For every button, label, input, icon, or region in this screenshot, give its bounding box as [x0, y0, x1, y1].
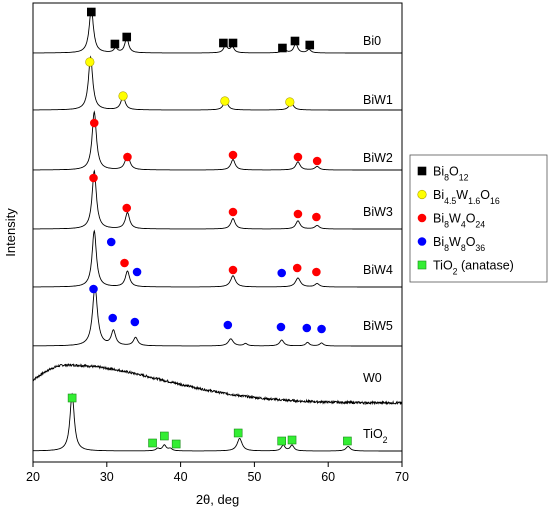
pattern-line-tio2 [33, 392, 402, 452]
phase-marker [277, 268, 287, 278]
phase-marker [160, 431, 169, 441]
series-label: Bi0 [363, 34, 381, 48]
phase-marker [292, 263, 302, 273]
pattern-line-biw2 [33, 110, 402, 171]
pattern-line-bi0 [33, 7, 402, 54]
phase-marker [223, 320, 233, 330]
phase-marker [343, 436, 352, 446]
x-axis-label: 2θ, deg [196, 492, 239, 507]
series-biw4: BiW4 [33, 229, 402, 288]
phase-marker [122, 203, 132, 213]
y-axis-label: Intensity [3, 208, 18, 257]
series-tio2: TiO2 [33, 392, 402, 452]
phase-marker [89, 118, 99, 128]
pattern-line-w0 [32, 363, 403, 406]
phase-marker [285, 97, 295, 107]
phase-marker [87, 7, 96, 17]
phase-marker [290, 36, 300, 46]
series-biw3: BiW3 [33, 169, 402, 230]
legend-entry-label: Bi4.5W1.6O16 [433, 188, 500, 206]
phase-marker [118, 91, 128, 101]
phase-marker [67, 393, 77, 403]
phase-marker [106, 237, 116, 247]
legend-entry-label: Bi8W8O36 [433, 235, 485, 253]
plot-frame [32, 2, 403, 463]
x-tick-label: 60 [321, 470, 335, 484]
x-tick-label: 20 [26, 470, 40, 484]
series-label: BiW3 [363, 205, 393, 219]
phase-marker [276, 322, 286, 332]
phase-marker [132, 267, 142, 277]
phase-marker [287, 435, 297, 445]
legend-marker [417, 213, 427, 223]
legend-marker [417, 166, 427, 176]
series-label: W0 [363, 371, 382, 385]
phase-marker [312, 267, 321, 277]
x-tick-label: 40 [174, 470, 188, 484]
legend-marker [417, 260, 427, 270]
series-label: BiW5 [363, 319, 393, 333]
phase-marker [312, 156, 322, 166]
axes: 20 30 40 50 60 70 2θ, deg Intensity [3, 2, 409, 507]
phase-marker [110, 39, 120, 49]
phase-marker [89, 284, 98, 294]
pattern-line-biw5 [33, 285, 402, 347]
phase-marker [305, 40, 315, 50]
phase-marker [123, 152, 132, 162]
phase-marker [171, 439, 181, 449]
legend-marker [417, 237, 427, 246]
series-biw5: BiW5 [33, 284, 402, 347]
legend-entry-label: TiO2 (anatase) [433, 259, 514, 277]
series-biw2: BiW2 [33, 110, 402, 171]
phase-marker [228, 207, 238, 217]
phase-marker [130, 317, 140, 327]
series-w0: W0 [32, 363, 403, 406]
phase-marker [312, 212, 321, 222]
phase-marker [277, 436, 287, 446]
x-tick-label: 50 [247, 470, 261, 484]
pattern-line-biw4 [33, 229, 402, 288]
series-label: BiW2 [363, 151, 393, 165]
phase-marker [120, 258, 129, 268]
phase-marker [278, 43, 287, 53]
pattern-line-biw1 [33, 55, 402, 111]
series-label: BiW4 [363, 263, 393, 277]
phase-marker [85, 57, 95, 67]
plot-area: Bi0 BiW1 BiW2 BiW3 BiW4 BiW5 W0 TiO2 [32, 7, 403, 452]
pattern-line-biw3 [33, 169, 402, 230]
legend-entry-label: Bi8O12 [433, 165, 469, 183]
series-label: BiW1 [363, 93, 393, 107]
phase-marker [228, 38, 238, 48]
x-tick-label: 30 [100, 470, 114, 484]
legend-box [409, 154, 548, 283]
series-label: TiO2 [363, 427, 388, 445]
legend: Bi8O12 Bi4.5W1.6O16 Bi8W4O24 Bi8W8O36 TiO2 (… [409, 154, 548, 283]
phase-marker [233, 428, 243, 438]
phase-marker [220, 96, 230, 106]
phase-marker [89, 173, 98, 183]
legend-entry-label: Bi8W4O24 [433, 212, 485, 230]
phase-marker [293, 152, 303, 162]
phase-marker [148, 438, 157, 448]
phase-marker [302, 323, 312, 333]
legend-marker [417, 189, 427, 200]
x-tick-label: 70 [395, 470, 409, 484]
phase-marker [228, 265, 238, 275]
phase-marker [108, 313, 118, 323]
phase-marker [219, 38, 228, 48]
series-bi0: Bi0 [33, 7, 402, 54]
phase-marker [293, 209, 303, 219]
phase-marker [228, 150, 238, 160]
phase-marker [317, 324, 326, 334]
series-biw1: BiW1 [33, 55, 402, 111]
phase-marker [122, 32, 132, 42]
